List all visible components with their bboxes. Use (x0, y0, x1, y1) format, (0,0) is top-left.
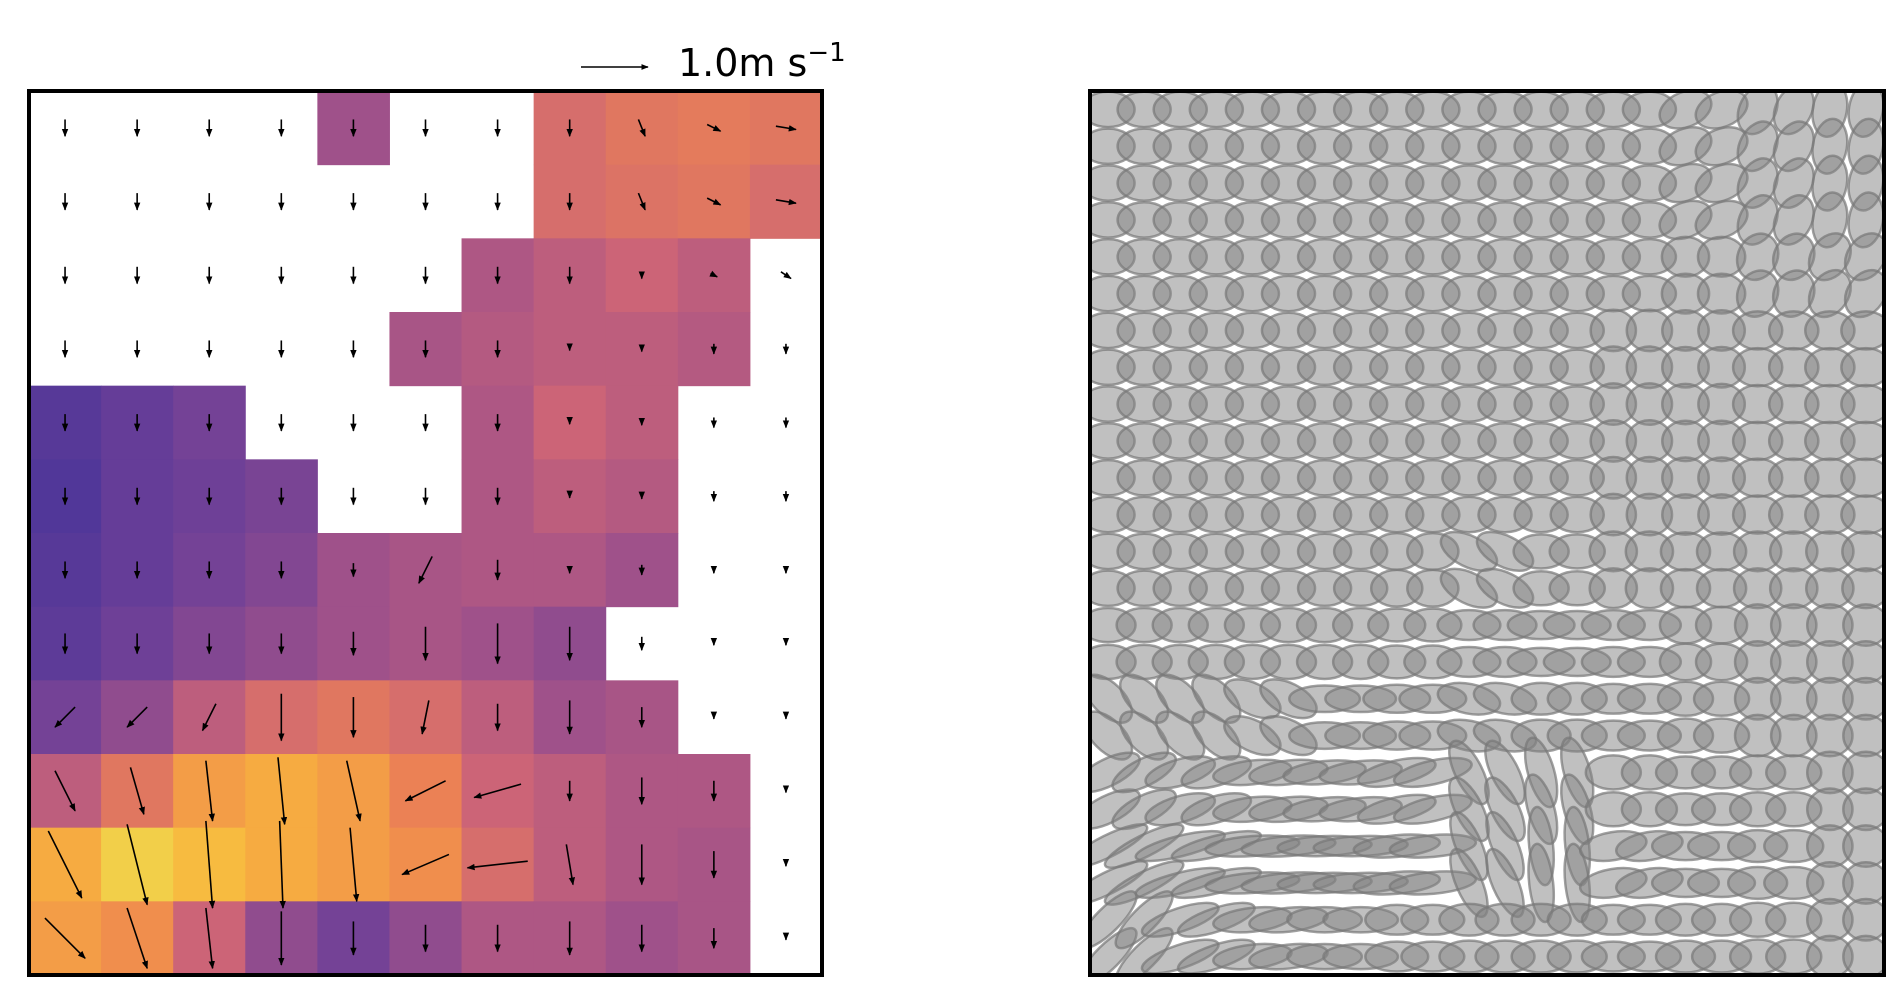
velocity-arrow (637, 119, 646, 137)
velocity-arrow (54, 706, 76, 728)
right-frame (1088, 89, 1886, 977)
velocity-arrow (278, 820, 286, 909)
strain-ellipse (1842, 750, 1884, 795)
velocity-arrow (780, 271, 792, 280)
velocity-arrow (473, 783, 522, 799)
velocity-arrow (205, 907, 215, 970)
velocity-arrow (349, 827, 360, 903)
strain-ellipse (1842, 824, 1884, 869)
velocity-arrow (345, 760, 362, 822)
velocity-arrow (401, 853, 450, 876)
strain-ellipse (1842, 639, 1884, 684)
velocity-arrow (706, 123, 722, 132)
velocity-arrow (54, 770, 76, 812)
velocity-arrow (201, 703, 217, 732)
velocity-arrow (126, 907, 148, 970)
strain-ellipse (1842, 787, 1884, 832)
strain-ellipse (1842, 934, 1884, 975)
velocity-arrow (709, 270, 718, 278)
strain-ellipse (1842, 603, 1884, 648)
velocity-arrow (775, 198, 797, 206)
velocity-arrow (420, 700, 430, 735)
velocity-arrow (565, 844, 576, 886)
strain-ellipse (1843, 232, 1884, 282)
velocity-arrow (205, 820, 216, 909)
key-unit: 1.0m s (678, 41, 807, 85)
quiver-key-label: 1.0m s−1 (678, 38, 846, 85)
left-frame (27, 89, 824, 977)
velocity-arrow (775, 125, 797, 132)
velocity-arrow (47, 830, 83, 899)
velocity-arrow (404, 780, 446, 802)
velocity-arrow (205, 760, 215, 822)
strain-ellipse (1842, 897, 1884, 942)
velocity-arrow (706, 197, 722, 206)
velocity-arrow (466, 860, 528, 871)
velocity-arrow (277, 757, 288, 826)
velocity-arrow (418, 556, 433, 584)
key-exponent: −1 (807, 38, 845, 68)
ellipse-panel (1090, 91, 1884, 975)
velocity-arrow (129, 767, 145, 816)
strain-ellipse (1842, 860, 1884, 905)
strain-ellipse (1842, 713, 1884, 758)
velocity-arrow (126, 824, 149, 906)
velocity-arrow (637, 192, 646, 211)
velocity-arrow (44, 917, 86, 959)
strain-ellipse (1842, 676, 1884, 721)
strain-ellipse (1090, 890, 1138, 950)
velocity-arrow (126, 706, 148, 728)
quiver-panel (29, 91, 822, 975)
